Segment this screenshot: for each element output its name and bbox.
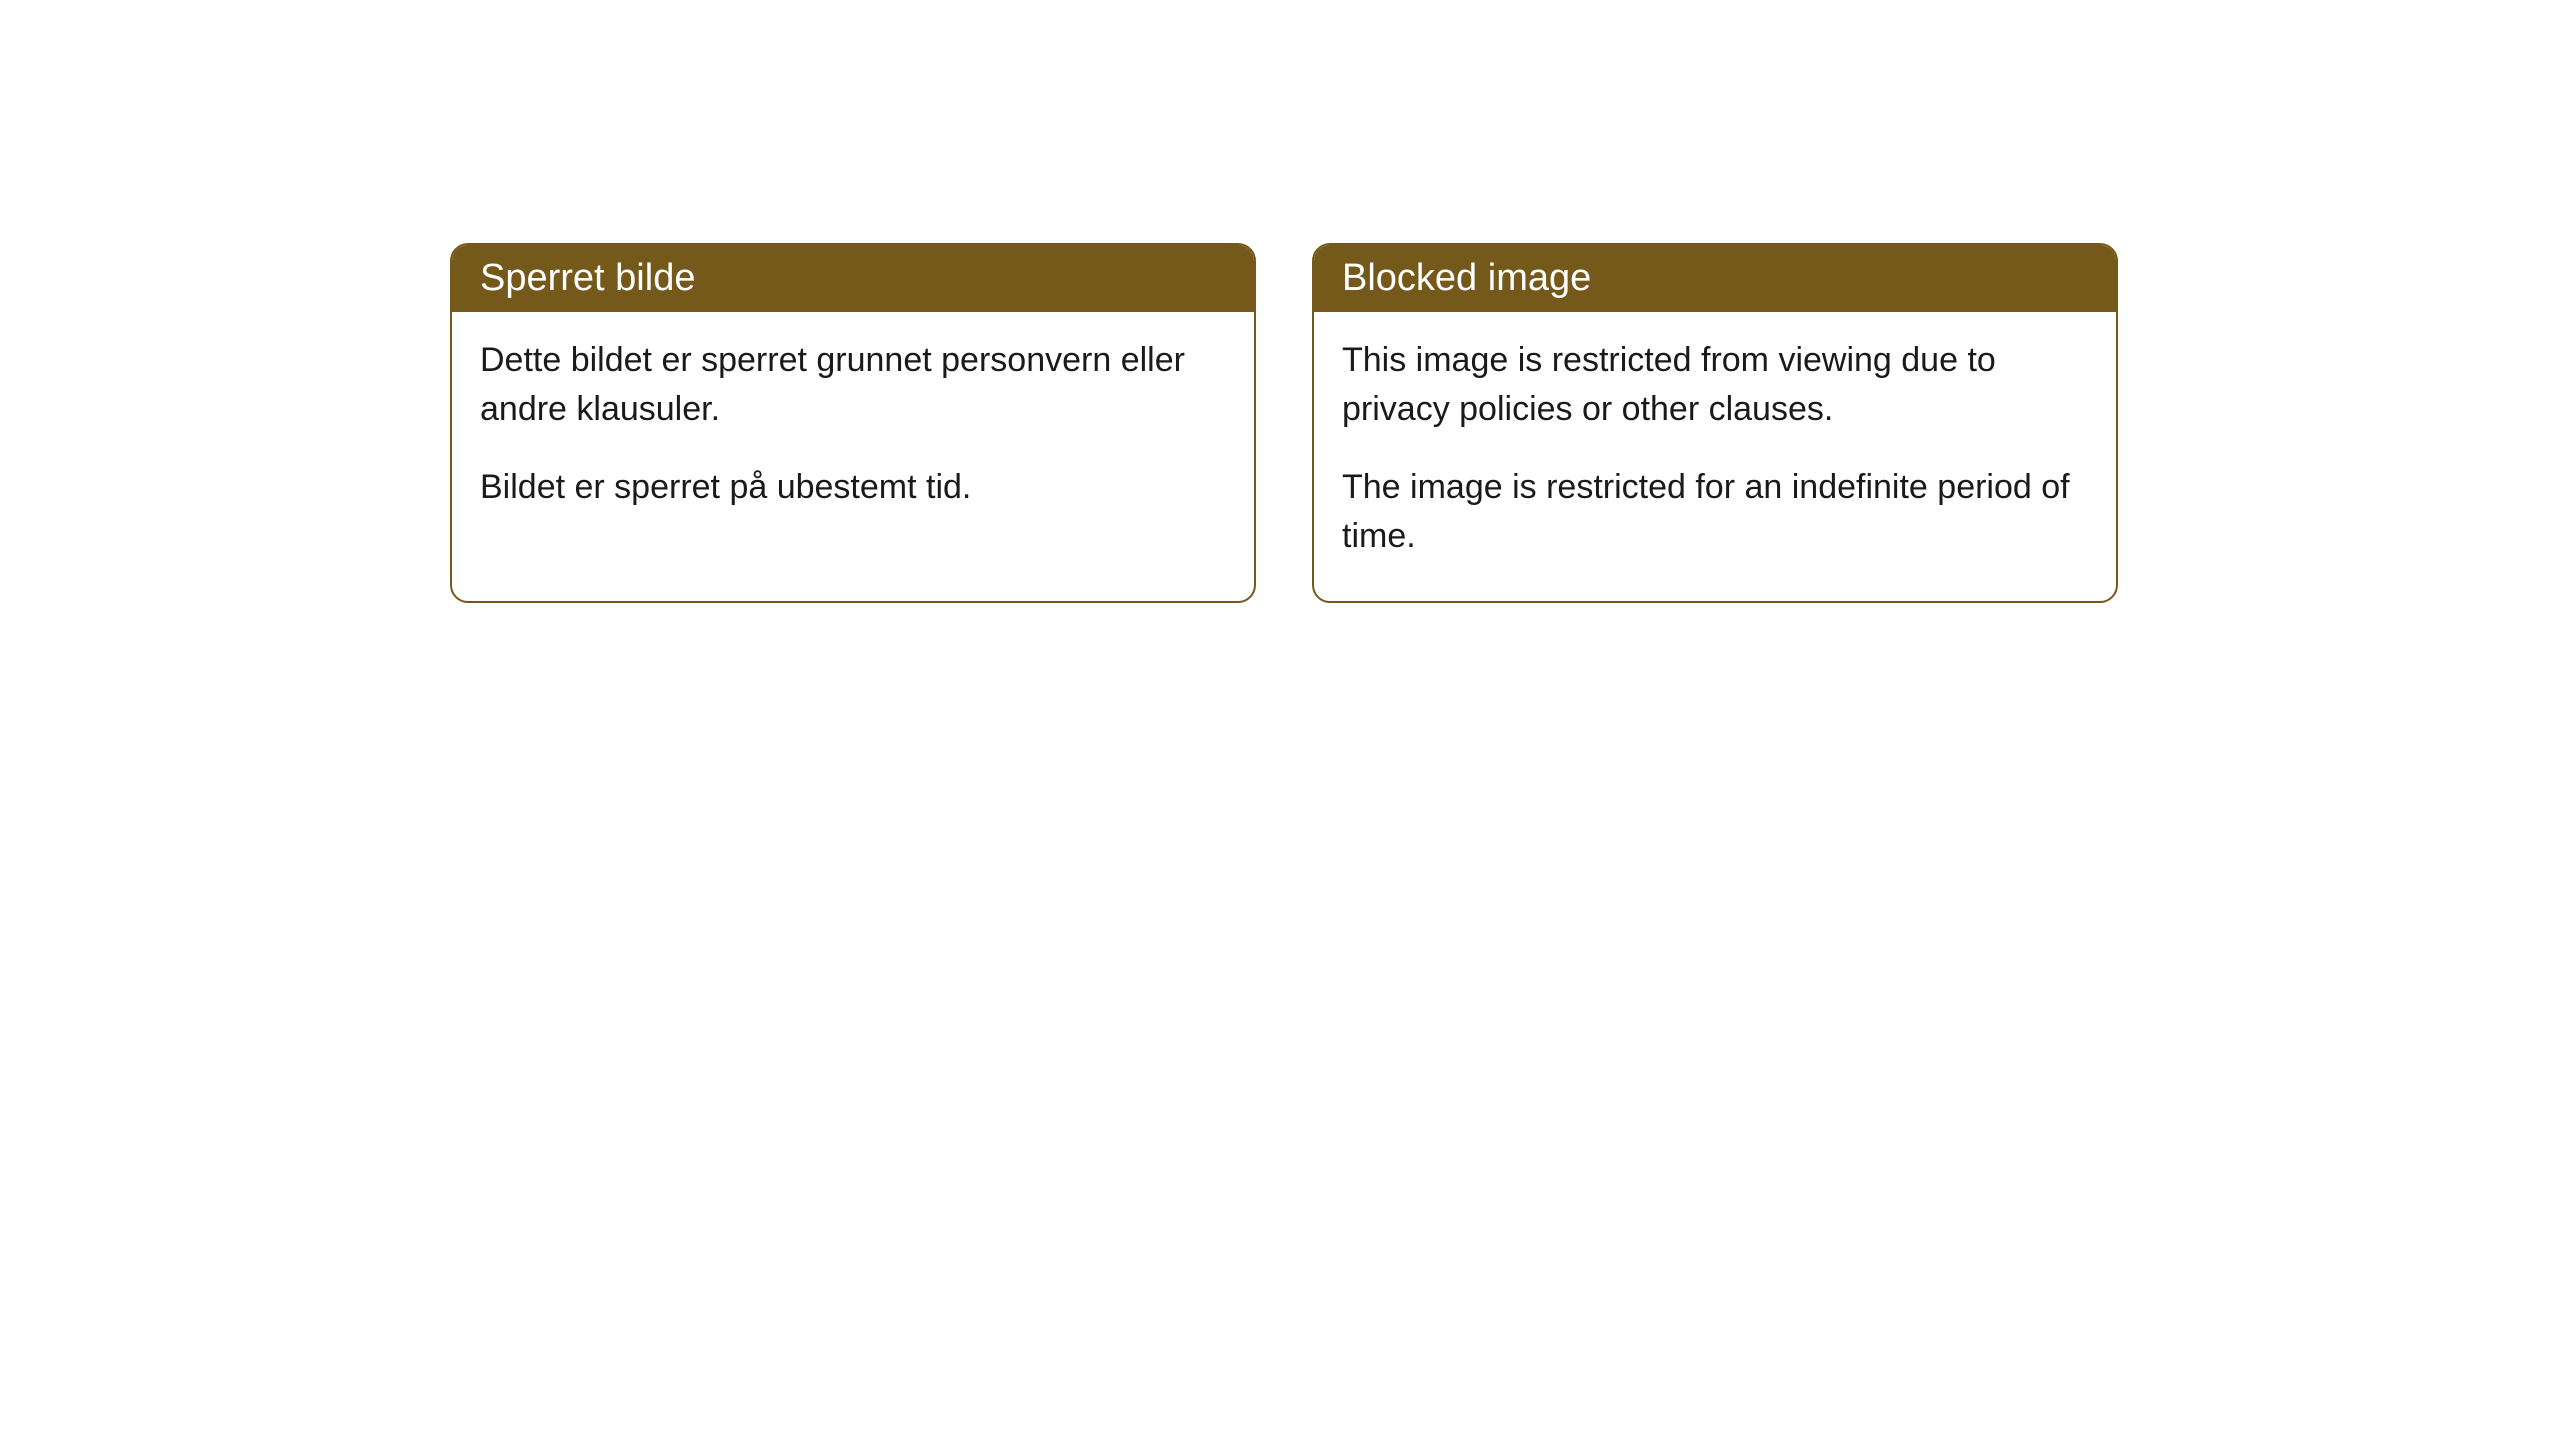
card-title: Sperret bilde <box>480 257 695 299</box>
card-header: Sperret bilde <box>452 245 1254 312</box>
notice-paragraph: Dette bildet er sperret grunnet personve… <box>480 336 1226 435</box>
card-header: Blocked image <box>1314 245 2116 312</box>
card-title: Blocked image <box>1342 257 1591 299</box>
card-body: This image is restricted from viewing du… <box>1314 312 2116 601</box>
notice-paragraph: The image is restricted for an indefinit… <box>1342 463 2088 562</box>
notice-card-english: Blocked image This image is restricted f… <box>1312 243 2118 603</box>
card-body: Dette bildet er sperret grunnet personve… <box>452 312 1254 552</box>
notice-card-norwegian: Sperret bilde Dette bildet er sperret gr… <box>450 243 1256 603</box>
notice-cards-container: Sperret bilde Dette bildet er sperret gr… <box>450 243 2118 603</box>
notice-paragraph: Bildet er sperret på ubestemt tid. <box>480 463 1226 512</box>
notice-paragraph: This image is restricted from viewing du… <box>1342 336 2088 435</box>
